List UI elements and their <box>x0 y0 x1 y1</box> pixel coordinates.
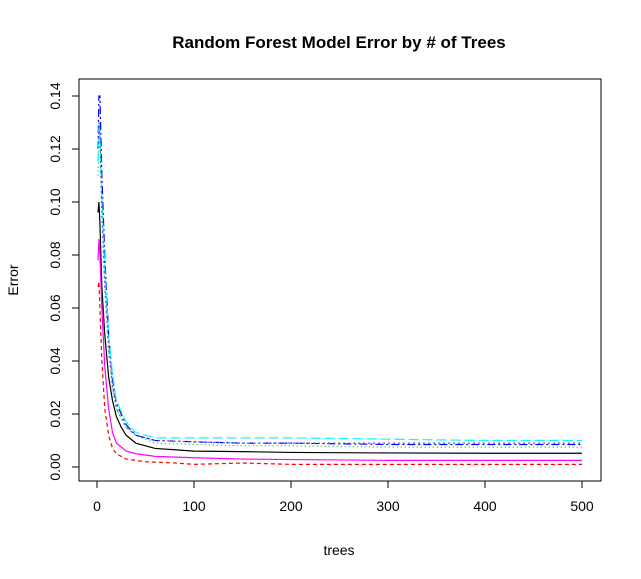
series-line-class-5 <box>97 239 582 461</box>
x-tick-label: 0 <box>93 498 101 514</box>
y-axis-label: Error <box>5 264 21 295</box>
x-axis: 0 100 200 300 400 500 <box>93 480 594 514</box>
x-tick-label: 300 <box>376 498 400 514</box>
x-axis-label: trees <box>323 542 354 558</box>
chart-title: Random Forest Model Error by # of Trees <box>172 33 505 52</box>
x-tick-label: 200 <box>279 498 303 514</box>
y-tick-label: 0.04 <box>47 347 63 374</box>
series-line-OOB <box>97 201 582 454</box>
y-tick-label: 0.08 <box>47 241 63 268</box>
y-tick-label: 0.00 <box>47 453 63 480</box>
y-tick-label: 0.10 <box>47 188 63 215</box>
x-tick-label: 400 <box>473 498 497 514</box>
series-line-class-1 <box>97 281 582 465</box>
y-tick-label: 0.14 <box>47 82 63 109</box>
y-tick-label: 0.12 <box>47 135 63 162</box>
series-line-class-3 <box>97 95 582 446</box>
x-tick-label: 100 <box>182 498 206 514</box>
series-layer <box>97 95 582 465</box>
series-line-class-4 <box>97 122 582 442</box>
y-tick-label: 0.06 <box>47 294 63 321</box>
series-line-class-6 <box>97 122 582 444</box>
plot-frame <box>78 78 602 482</box>
series-line-class-2 <box>97 122 582 448</box>
x-tick-label: 500 <box>570 498 594 514</box>
y-axis: 0.00 0.02 0.04 0.06 0.08 0.10 0.12 0.14 <box>47 82 80 481</box>
y-tick-label: 0.02 <box>47 400 63 427</box>
